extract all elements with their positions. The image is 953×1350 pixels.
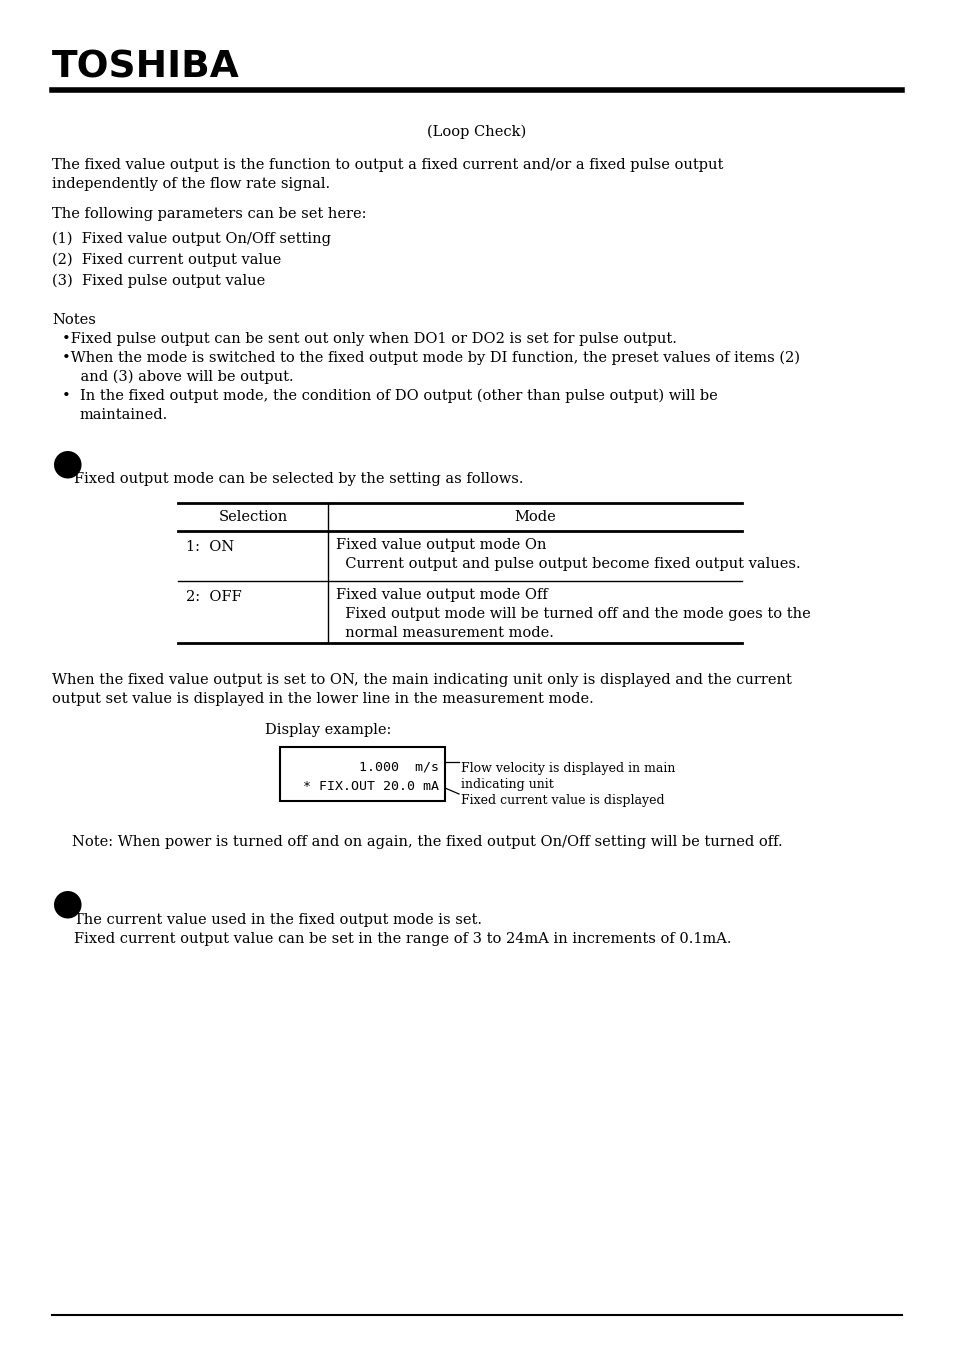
Text: Fixed value output mode On: Fixed value output mode On: [335, 539, 546, 552]
Text: Current output and pulse output become fixed output values.: Current output and pulse output become f…: [335, 558, 800, 571]
Bar: [280, 747, 444, 801]
Text: (2)  Fixed current output value: (2) Fixed current output value: [52, 252, 281, 267]
Text: output set value is displayed in the lower line in the measurement mode.: output set value is displayed in the low…: [52, 693, 593, 706]
Text: Fixed current value is displayed: Fixed current value is displayed: [460, 794, 664, 807]
Text: •When the mode is switched to the fixed output mode by DI function, the preset v: •When the mode is switched to the fixed …: [62, 351, 800, 366]
Text: * FIX.OUT 20.0 mA: * FIX.OUT 20.0 mA: [303, 780, 438, 792]
Text: Display example:: Display example:: [265, 724, 391, 737]
Text: (1)  Fixed value output On/Off setting: (1) Fixed value output On/Off setting: [52, 232, 331, 247]
Text: Fixed output mode will be turned off and the mode goes to the: Fixed output mode will be turned off and…: [335, 608, 810, 621]
Text: •Fixed pulse output can be sent out only when DO1 or DO2 is set for pulse output: •Fixed pulse output can be sent out only…: [62, 332, 677, 346]
Text: and (3) above will be output.: and (3) above will be output.: [62, 370, 294, 385]
Text: indicating unit: indicating unit: [460, 778, 553, 791]
Text: The fixed value output is the function to output a fixed current and/or a fixed : The fixed value output is the function t…: [52, 158, 722, 171]
Text: maintained.: maintained.: [80, 408, 168, 423]
Text: ●: ●: [52, 447, 84, 481]
Text: Fixed value output mode Off: Fixed value output mode Off: [335, 589, 547, 602]
Text: The current value used in the fixed output mode is set.: The current value used in the fixed outp…: [74, 913, 481, 927]
Text: independently of the flow rate signal.: independently of the flow rate signal.: [52, 177, 330, 190]
Text: Flow velocity is displayed in main: Flow velocity is displayed in main: [460, 761, 675, 775]
Text: Fixed current output value can be set in the range of 3 to 24mA in increments of: Fixed current output value can be set in…: [74, 931, 731, 946]
Text: TOSHIBA: TOSHIBA: [52, 50, 239, 86]
Text: Note: When power is turned off and on again, the fixed output On/Off setting wil: Note: When power is turned off and on ag…: [71, 836, 781, 849]
Text: ●: ●: [52, 887, 84, 921]
Text: 2:  OFF: 2: OFF: [186, 590, 241, 603]
Text: Notes: Notes: [52, 313, 95, 327]
Text: Fixed output mode can be selected by the setting as follows.: Fixed output mode can be selected by the…: [74, 472, 523, 486]
Text: (3)  Fixed pulse output value: (3) Fixed pulse output value: [52, 274, 265, 289]
Text: 1:  ON: 1: ON: [186, 540, 234, 553]
Text: 1.000  m/s: 1.000 m/s: [335, 760, 438, 774]
Text: The following parameters can be set here:: The following parameters can be set here…: [52, 207, 366, 221]
Text: •  In the fixed output mode, the condition of DO output (other than pulse output: • In the fixed output mode, the conditio…: [62, 389, 717, 404]
Text: Mode: Mode: [514, 510, 556, 524]
Text: (Loop Check): (Loop Check): [427, 126, 526, 139]
Text: When the fixed value output is set to ON, the main indicating unit only is displ: When the fixed value output is set to ON…: [52, 674, 791, 687]
Text: normal measurement mode.: normal measurement mode.: [335, 626, 554, 640]
Text: Selection: Selection: [218, 510, 287, 524]
